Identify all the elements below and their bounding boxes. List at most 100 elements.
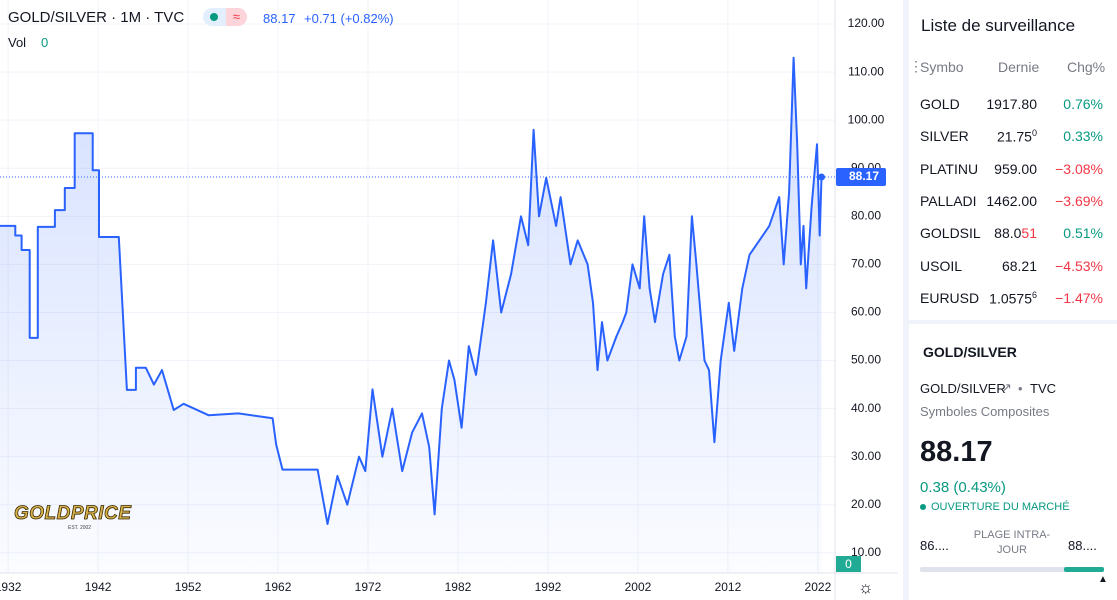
row-change: 0.33% <box>1063 128 1103 145</box>
y-tick-label: 100.00 <box>848 112 885 126</box>
row-last: 88.051 <box>994 225 1037 241</box>
watchlist-row[interactable]: GOLD 1917.80 0.76% <box>909 88 1117 120</box>
row-change: −4.53% <box>1055 257 1103 274</box>
row-change: −1.47% <box>1055 289 1103 306</box>
range-fill <box>1064 567 1104 572</box>
watchlist-row[interactable]: USOIL 68.21 −4.53% <box>909 250 1117 282</box>
watchlist-title: Liste de surveillance <box>921 16 1076 35</box>
vol-label: Vol <box>8 35 27 50</box>
x-tick-label: 1982 <box>445 580 472 594</box>
row-last: 1917.80 <box>986 96 1037 112</box>
details-exchange: TVC <box>1030 381 1056 396</box>
delay-icon: ≈ <box>226 8 247 26</box>
row-change: −3.69% <box>1055 192 1103 209</box>
details-symbol: GOLD/SILVER <box>920 381 1006 396</box>
watchlist-row[interactable]: PLATINU 959.00 −3.08% <box>909 153 1117 185</box>
row-last-main: 88.0 <box>994 225 1022 242</box>
row-last-main: 1.0575 <box>989 290 1032 307</box>
row-last-sup: 6 <box>1031 289 1037 300</box>
row-symbol: GOLDSIL <box>920 225 981 242</box>
y-tick-label: 50.00 <box>851 353 881 367</box>
row-symbol: PALLADI <box>920 192 977 209</box>
row-last-tick: 51 <box>1021 225 1037 242</box>
range-low: 86.... <box>920 538 949 553</box>
x-tick-label: 1942 <box>85 580 112 594</box>
row-last: 959.00 <box>994 161 1037 177</box>
watchlist-row[interactable]: GOLDSIL 88.051 0.51% <box>909 217 1117 249</box>
last-point <box>818 173 826 181</box>
chart: 10.00 20.00 30.00 40.00 50.00 60.00 70.00 80.00… <box>0 0 898 600</box>
y-tick-label: 110.00 <box>848 64 884 78</box>
drag-handle[interactable]: ⋮ <box>909 58 923 74</box>
y-tick-label: 120.00 <box>848 16 885 30</box>
range-label: PLAGE INTRA-JOUR <box>973 529 1051 556</box>
column-header[interactable]: Dernie <box>998 59 1040 75</box>
y-tick-label: 10.00 <box>851 545 881 559</box>
row-symbol: SILVER <box>920 128 969 145</box>
separator: • <box>1018 381 1023 396</box>
row-last-main: 68.21 <box>1001 257 1037 274</box>
status-dot <box>920 504 926 510</box>
watchlist-row[interactable]: EURUSD 1.05756 −1.47% <box>909 282 1117 314</box>
y-tick-label: 20.00 <box>851 497 881 511</box>
row-last: 1.05756 <box>989 290 1037 307</box>
row-change: 0.76% <box>1063 96 1103 112</box>
x-tick-label: 1992 <box>535 580 562 594</box>
y-tick-label: 30.00 <box>851 449 881 463</box>
range-high: 88.... <box>1068 538 1097 553</box>
row-symbol: EURUSD <box>920 289 980 306</box>
row-symbol: GOLD <box>920 96 960 112</box>
sidebar: Liste de surveillance ⋮ Symbo Dernie Chg… <box>903 0 1117 600</box>
header-price: 88.17 <box>263 11 296 26</box>
x-tick-label: 1952 <box>175 580 202 594</box>
x-tick-label: 2002 <box>625 580 652 594</box>
watchlist-row[interactable]: SILVER 21.750 0.33% <box>909 120 1117 152</box>
row-change: −3.08% <box>1055 160 1103 177</box>
watchlist-row[interactable]: PALLADI 1462.00 −3.69% <box>909 185 1117 217</box>
settings-icon[interactable]: ☼ <box>858 578 874 597</box>
price-line <box>0 56 823 525</box>
row-last: 1462.00 <box>986 193 1037 209</box>
column-header[interactable]: Chg% <box>1067 59 1106 75</box>
range-track <box>920 567 1104 572</box>
y-tick-label: 80.00 <box>851 208 881 222</box>
vol-value: 0 <box>41 35 49 50</box>
x-tick-label: 2012 <box>715 580 742 594</box>
area <box>0 57 822 573</box>
row-last-main: 1917.80 <box>986 96 1037 112</box>
last-price-label: 88.17 <box>849 169 879 183</box>
details-category: Symboles Composites <box>920 404 1050 419</box>
status-dot <box>210 13 218 21</box>
row-last-main: 959.00 <box>994 160 1037 177</box>
details-title: GOLD/SILVER <box>923 344 1017 360</box>
x-tick-label: 2022 <box>805 580 832 594</box>
watermark-brand: GOLDPRICE <box>14 503 132 525</box>
row-change: 0.51% <box>1063 225 1103 242</box>
watermark-est: EST. 2002 <box>68 525 92 531</box>
row-symbol: PLATINU <box>920 160 979 177</box>
row-last-main: 21.75 <box>996 128 1032 145</box>
divider <box>909 320 1117 324</box>
x-tick-label: 1972 <box>355 580 382 594</box>
y-tick-label: 70.00 <box>851 257 881 271</box>
external-link-icon[interactable]: ↗ <box>1001 380 1012 395</box>
details-status: OUVERTURE DU MARCHÉ <box>931 501 1070 513</box>
details-change: 0.38 (0.43%) <box>920 479 1006 496</box>
status-pill[interactable]: ≈ <box>203 8 247 26</box>
details-price: 88.17 <box>920 436 993 468</box>
range-marker: ▲ <box>1098 574 1108 585</box>
row-last-main: 1462.00 <box>986 192 1037 209</box>
y-tick-label: 60.00 <box>851 305 881 319</box>
symbol-title[interactable]: GOLD/SILVER · 1M · TVC <box>8 9 185 26</box>
row-last: 68.21 <box>1002 258 1037 274</box>
row-symbol: USOIL <box>920 257 963 274</box>
last-price-badge <box>836 168 886 187</box>
y-tick-label: 40.00 <box>851 401 881 415</box>
row-last: 21.750 <box>997 128 1037 145</box>
column-header[interactable]: Symbo <box>920 59 964 75</box>
header-change: +0.71 (+0.82%) <box>304 11 394 26</box>
vol-axis-label: 0 <box>836 556 861 572</box>
row-last-sup: 0 <box>1031 128 1037 139</box>
